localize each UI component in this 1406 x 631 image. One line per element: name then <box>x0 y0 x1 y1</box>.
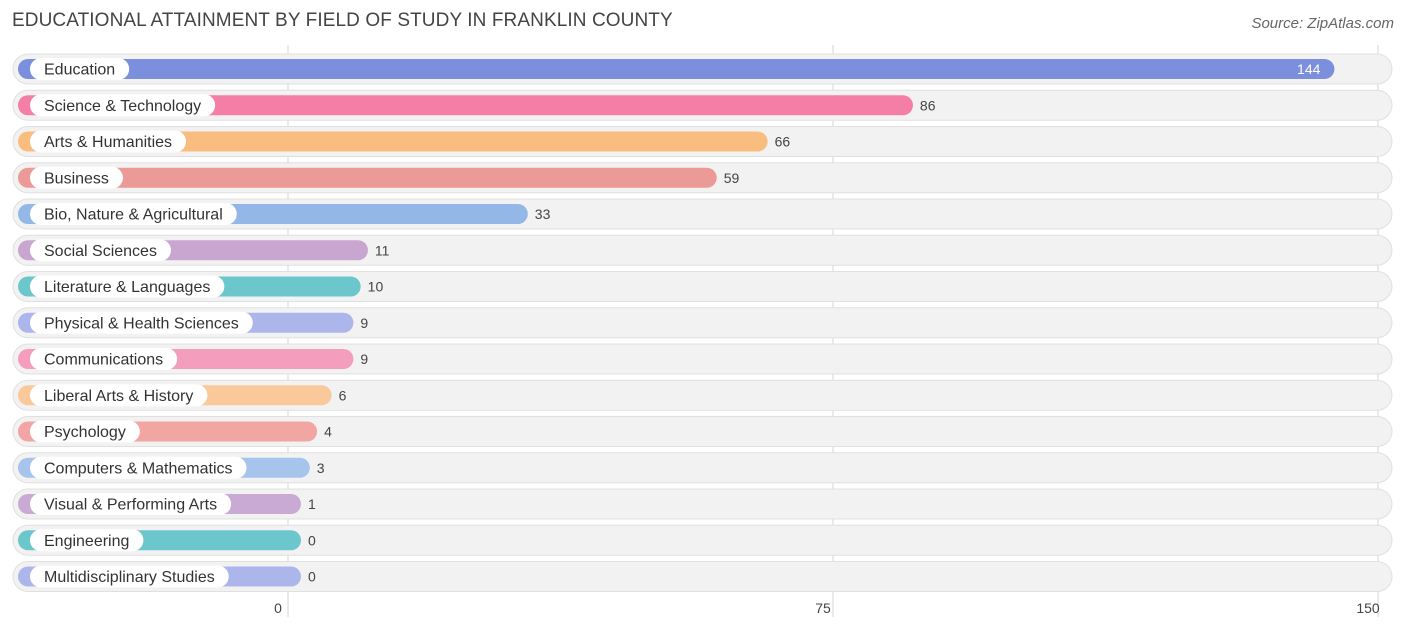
bar-value-label: 0 <box>308 532 316 548</box>
row-track <box>12 452 1393 484</box>
bar-value-label: 66 <box>775 134 791 150</box>
bar-label-pill <box>30 456 247 479</box>
bar-value-label: 1 <box>308 496 316 512</box>
bar-label-pill <box>30 565 229 588</box>
bar <box>18 167 717 188</box>
bar-label-pill <box>30 94 216 117</box>
chart-title: EDUCATIONAL ATTAINMENT BY FIELD OF STUDY… <box>12 10 673 31</box>
bar-label-pill <box>30 275 225 298</box>
bar-value-label: 3 <box>317 460 325 476</box>
bar-category-label: Liberal Arts & History <box>44 388 193 405</box>
bar-value-label: 144 <box>1297 61 1321 77</box>
bar-category-label: Education <box>44 62 115 79</box>
x-tick-label: 0 <box>274 600 282 616</box>
bar-value-label: 11 <box>375 242 390 258</box>
chart-source: Source: ZipAtlas.com <box>1251 15 1394 32</box>
row-track <box>12 488 1393 520</box>
bar-label-pill <box>30 311 253 334</box>
bar-value-label: 9 <box>360 315 368 331</box>
bar-category-label: Psychology <box>44 424 126 441</box>
bar-category-label: Bio, Nature & Agricultural <box>44 207 223 224</box>
bar-label-pill <box>30 384 208 407</box>
bar-value-label: 0 <box>308 569 316 585</box>
bar-category-label: Communications <box>44 352 163 369</box>
bar-category-label: Arts & Humanities <box>44 134 172 151</box>
row-track <box>12 524 1393 556</box>
bar-label-pill <box>30 130 187 153</box>
row-track <box>12 416 1393 447</box>
bar-category-label: Science & Technology <box>44 98 201 115</box>
bar-category-label: Multidisciplinary Studies <box>44 569 215 586</box>
bar <box>18 59 1335 79</box>
bar <box>18 131 768 152</box>
bar-category-label: Business <box>44 170 109 187</box>
bar-category-label: Visual & Performing Arts <box>44 497 217 514</box>
bar-category-label: Social Sciences <box>44 243 157 260</box>
bar-value-label: 4 <box>324 424 332 440</box>
bar-value-label: 33 <box>535 206 551 222</box>
bar-value-label: 6 <box>339 387 347 403</box>
bar-category-label: Physical & Health Sciences <box>44 315 239 332</box>
bar-label-pill <box>30 166 123 189</box>
bar-value-label: 10 <box>368 279 384 295</box>
x-tick-label: 150 <box>1356 600 1380 616</box>
row-track <box>12 271 1393 302</box>
bar-label-pill <box>30 58 130 80</box>
bar-label-pill <box>30 239 171 262</box>
bars: Education 144 Science & Technology 86 Arts &… <box>18 58 1335 588</box>
row-track <box>12 561 1393 592</box>
bar-value-label: 59 <box>724 170 740 186</box>
bar-label-pill <box>30 203 237 225</box>
bar-label-pill <box>30 493 232 515</box>
row-track <box>12 343 1393 375</box>
bar-label-pill <box>30 529 144 552</box>
bar-label-pill <box>30 420 140 443</box>
bar-label-pill <box>30 348 178 370</box>
x-axis: 0 75 150 <box>274 600 1380 616</box>
x-tick-label: 75 <box>815 600 831 616</box>
bar-value-label: 86 <box>920 97 936 113</box>
row-track <box>12 379 1393 411</box>
bar-category-label: Computers & Mathematics <box>44 460 233 477</box>
bar-category-label: Literature & Languages <box>44 279 210 296</box>
row-track <box>12 307 1393 339</box>
bar <box>18 95 913 116</box>
bar-value-label: 9 <box>360 351 368 367</box>
bar-category-label: Engineering <box>44 533 129 550</box>
